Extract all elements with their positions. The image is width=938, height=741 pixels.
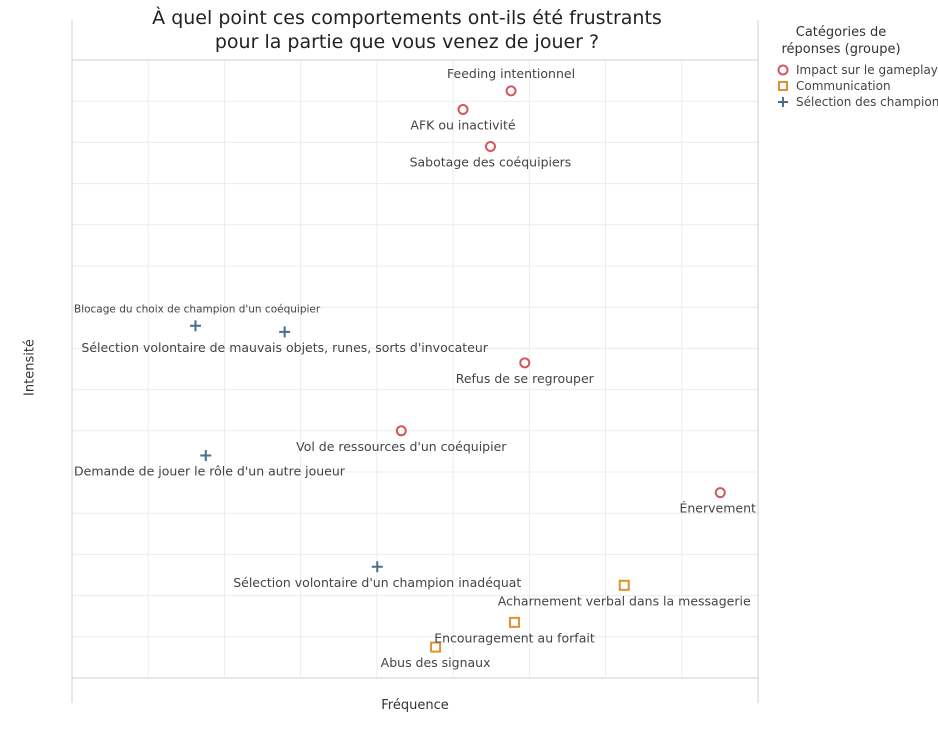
gridlines — [72, 60, 758, 678]
circle-marker-icon — [777, 64, 789, 76]
plus-marker-icon — [778, 97, 788, 107]
point-label: Abus des signaux — [381, 655, 491, 670]
plus-point — [200, 450, 212, 462]
point-label: Feeding intentionnel — [447, 66, 575, 81]
square-point — [508, 616, 520, 628]
plus-point — [189, 320, 201, 332]
circle-point — [505, 85, 517, 97]
circle-point — [395, 425, 407, 437]
point-label: Sélection volontaire de mauvais objets, … — [81, 340, 488, 355]
legend: Catégories de réponses (groupe) Impact s… — [776, 24, 938, 110]
legend-label: Sélection des champions — [796, 95, 938, 109]
legend-item-communication[interactable]: Communication — [776, 78, 938, 94]
plot-frame — [71, 20, 759, 703]
square-marker-icon — [778, 81, 788, 91]
y-axis-label: Intensité — [22, 339, 38, 396]
circle-point — [714, 487, 726, 499]
point-label: Demande de jouer le rôle d'un autre joue… — [74, 464, 346, 479]
circle-point — [457, 103, 469, 115]
point-labels: Feeding intentionnel AFK ou inactivité Sab… — [74, 66, 756, 670]
point-label: Sélection volontaire d'un champion inadé… — [233, 575, 521, 590]
square-point — [618, 579, 630, 591]
data-points — [189, 85, 726, 653]
point-label: AFK ou inactivité — [410, 117, 516, 132]
point-label: Énervement — [679, 501, 756, 516]
legend-title: Catégories de réponses (groupe) — [781, 25, 901, 57]
legend-label: Communication — [796, 79, 891, 93]
circle-point — [484, 141, 496, 153]
point-label: Encouragement au forfait — [434, 630, 595, 645]
point-label: Refus de se regrouper — [456, 371, 595, 386]
chart-title: À quel point ces comportements ont-ils é… — [152, 7, 662, 53]
plus-point — [371, 561, 383, 573]
point-label: Blocage du choix de champion d'un coéqui… — [74, 304, 321, 316]
x-axis-label: Fréquence — [381, 698, 449, 713]
plus-point — [279, 326, 291, 338]
square-point — [430, 641, 442, 653]
point-label: Acharnement verbal dans la messagerie — [498, 593, 751, 608]
legend-item-gameplay[interactable]: Impact sur le gameplay — [776, 62, 938, 78]
circle-point — [519, 357, 531, 369]
point-label: Vol de ressources d'un coéquipier — [296, 439, 507, 454]
legend-label: Impact sur le gameplay — [796, 63, 938, 77]
legend-item-champion-selection[interactable]: Sélection des champions — [776, 94, 938, 110]
point-label: Sabotage des coéquipiers — [410, 155, 572, 170]
